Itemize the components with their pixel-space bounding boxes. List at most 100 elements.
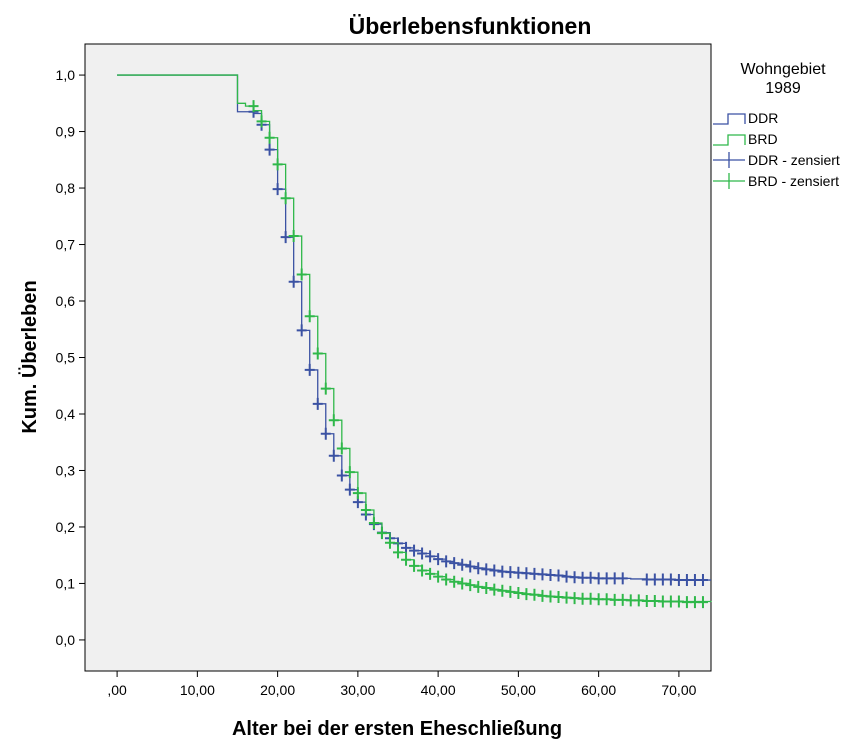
censored-mark-brd: [256, 115, 267, 128]
censored-mark-ddr: [344, 483, 355, 496]
x-axis: ,00 10,00 20,00 30,00 40,00 50,00 60,00 70,00: [107, 671, 697, 698]
x-tick-label: 20,00: [260, 682, 295, 698]
censored-mark-brd: [264, 131, 275, 144]
x-tick-label: 50,00: [501, 682, 536, 698]
censored-mark-brd: [513, 587, 524, 600]
censored-mark-brd: [425, 567, 436, 580]
censored-marks-ddr: [248, 105, 708, 587]
censored-mark-brd: [457, 577, 468, 590]
x-tick-label: ,00: [107, 682, 127, 698]
censored-mark-brd: [384, 536, 395, 549]
censored-mark-ddr: [417, 547, 428, 560]
y-axis: 0,0 0,1 0,2 0,3 0,4 0,5 0,6 0,7 0,8 0,9 1,0: [56, 67, 85, 648]
legend-title-line-1: Wohngebiet: [740, 61, 826, 78]
legend-swatch-brd: [713, 134, 746, 146]
legend-label-ddr-zensiert: DDR - zensiert: [748, 152, 840, 168]
censored-mark-brd: [304, 310, 315, 323]
censored-mark-ddr: [425, 550, 436, 563]
legend-swatch-ddr: [713, 113, 746, 125]
y-tick-label: 0,1: [56, 575, 76, 591]
censored-mark-brd: [352, 487, 363, 500]
censored-mark-brd: [393, 546, 403, 559]
censored-mark-ddr: [481, 563, 492, 576]
censored-mark-brd: [417, 564, 428, 577]
censored-mark-ddr: [553, 569, 564, 582]
legend-title-line-2: 1989: [765, 80, 801, 97]
censored-mark-brd: [449, 575, 460, 588]
censored-mark-ddr: [328, 449, 339, 462]
censored-mark-ddr: [697, 574, 708, 587]
censored-mark-brd: [441, 573, 452, 586]
censored-mark-brd: [529, 588, 540, 601]
censored-mark-brd: [280, 192, 291, 205]
y-tick-label: 0,2: [56, 519, 76, 535]
censored-mark-brd: [376, 527, 387, 540]
legend-label-ddr: DDR: [748, 110, 778, 126]
legend: Wohngebiet 1989 DDR BRD DDR - zensiert BRD …: [713, 61, 840, 189]
y-tick-label: 0,7: [56, 237, 76, 253]
y-tick-label: 1,0: [56, 67, 76, 83]
x-tick-label: 60,00: [581, 682, 616, 698]
censored-mark-brd: [465, 579, 476, 592]
censored-mark-ddr: [457, 558, 468, 571]
censored-mark-ddr: [320, 427, 331, 440]
censored-mark-brd: [368, 517, 379, 530]
y-tick-label: 0,9: [56, 124, 76, 140]
censored-mark-brd: [497, 584, 508, 597]
censored-mark-ddr: [489, 564, 500, 577]
x-tick-label: 30,00: [340, 682, 375, 698]
censored-mark-brd: [433, 570, 444, 583]
censored-mark-brd: [697, 596, 708, 609]
censored-mark-brd: [489, 583, 500, 596]
censored-mark-ddr: [296, 324, 307, 337]
censored-mark-brd: [336, 442, 347, 455]
x-tick-label: 10,00: [180, 682, 215, 698]
censored-mark-brd: [272, 158, 283, 171]
series-layer: [117, 74, 712, 609]
censored-mark-ddr: [433, 553, 444, 566]
censored-mark-brd: [312, 347, 323, 360]
legend-label-brd: BRD: [748, 131, 778, 147]
censored-mark-brd: [296, 268, 307, 281]
chart-title: Überlebensfunktionen: [349, 13, 592, 39]
y-tick-label: 0,8: [56, 180, 76, 196]
legend-label-brd-zensiert: BRD - zensiert: [748, 173, 839, 189]
y-tick-label: 0,4: [56, 406, 76, 422]
y-tick-label: 0,3: [56, 462, 76, 478]
censored-mark-brd: [344, 466, 355, 479]
censored-mark-brd: [360, 504, 371, 517]
censored-mark-brd: [473, 580, 484, 593]
censored-mark-ddr: [617, 572, 628, 585]
y-tick-label: 0,6: [56, 293, 76, 309]
censored-mark-brd: [288, 230, 299, 243]
censored-mark-ddr: [441, 555, 452, 568]
censored-mark-brd: [481, 581, 492, 594]
censored-mark-brd: [320, 382, 331, 395]
x-tick-label: 70,00: [661, 682, 696, 698]
x-axis-title: Alter bei der ersten Eheschließung: [232, 718, 562, 740]
censored-mark-ddr: [264, 143, 275, 156]
y-axis-title: Kum. Überleben: [18, 280, 41, 433]
y-tick-label: 0,0: [56, 632, 76, 648]
censored-mark-ddr: [288, 275, 299, 288]
legend-swatch-brd-zensiert: [713, 173, 745, 189]
censored-mark-ddr: [336, 469, 347, 482]
censored-mark-ddr: [304, 363, 315, 376]
censored-mark-brd: [328, 414, 339, 427]
censored-mark-ddr: [272, 183, 283, 196]
legend-swatch-ddr-zensiert: [713, 152, 745, 168]
censored-mark-ddr: [280, 231, 291, 244]
legend-entries: DDR BRD DDR - zensiert BRD - zensiert: [713, 110, 840, 189]
censored-mark-ddr: [449, 557, 460, 570]
censored-mark-ddr: [465, 560, 476, 573]
censored-mark-brd: [248, 100, 259, 113]
y-tick-label: 0,5: [56, 350, 76, 366]
plot-area: [84, 43, 712, 672]
censored-mark-brd: [409, 559, 420, 572]
censored-mark-ddr: [312, 397, 323, 410]
censored-mark-ddr: [409, 544, 420, 557]
censored-marks-brd: [248, 100, 708, 609]
x-tick-label: 40,00: [421, 682, 456, 698]
censored-mark-ddr: [473, 562, 484, 575]
